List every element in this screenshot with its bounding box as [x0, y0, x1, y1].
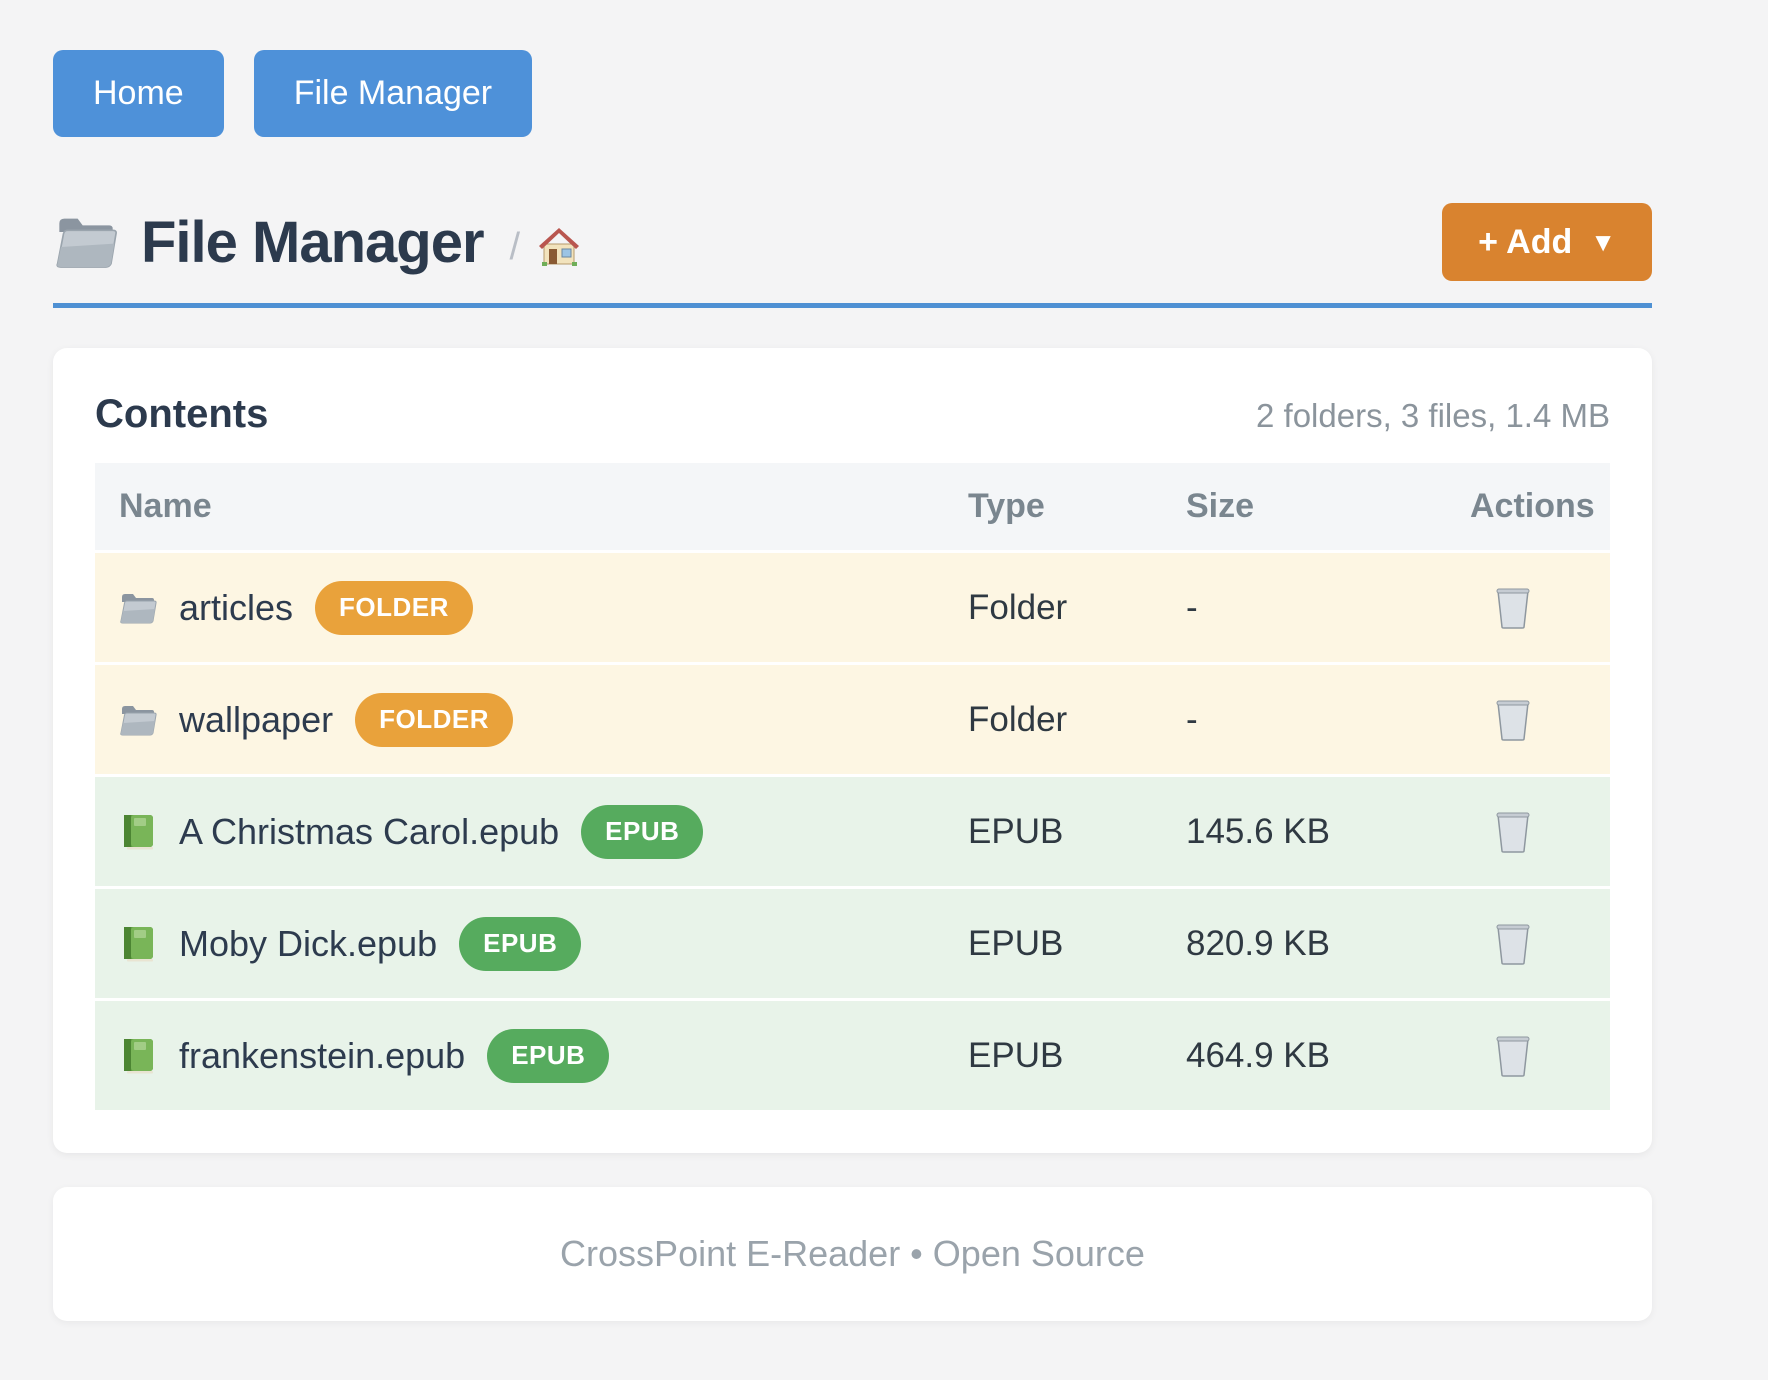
- file-manager-page: Home File Manager File Manager / + Add ▼…: [53, 0, 1652, 1321]
- page-title: File Manager: [141, 209, 485, 275]
- chevron-down-icon: ▼: [1590, 226, 1616, 257]
- file-name-link[interactable]: wallpaper: [179, 698, 334, 740]
- column-header-type: Type: [968, 487, 1045, 525]
- table-row: Moby Dick.epub EPUB EPUB 820.9 KB: [95, 889, 1610, 1001]
- table-row: articles FOLDER Folder -: [95, 553, 1610, 665]
- file-manager-button[interactable]: File Manager: [253, 50, 533, 137]
- delete-button[interactable]: [1494, 586, 1532, 630]
- delete-button[interactable]: [1494, 922, 1532, 966]
- home-button[interactable]: Home: [53, 50, 224, 137]
- book-icon: [119, 926, 157, 962]
- file-name-link[interactable]: articles: [179, 586, 294, 628]
- add-button-label: + Add: [1478, 222, 1573, 261]
- size-value: -: [1186, 587, 1198, 627]
- size-value: 145.6 KB: [1186, 811, 1330, 851]
- contents-summary: 2 folders, 3 files, 1.4 MB: [1256, 397, 1610, 434]
- type-value: Folder: [968, 587, 1068, 627]
- card-title: Contents: [95, 392, 269, 436]
- size-value: -: [1186, 699, 1198, 739]
- type-value: EPUB: [968, 811, 1064, 851]
- table-row: A Christmas Carol.epub EPUB EPUB 145.6 K…: [95, 777, 1610, 889]
- table-row: frankenstein.epub EPUB EPUB 464.9 KB: [95, 1001, 1610, 1113]
- type-badge: EPUB: [487, 1028, 610, 1083]
- column-header-size: Size: [1186, 487, 1255, 525]
- file-table: Name Type Size Actions articles FOLDER F…: [95, 463, 1610, 1113]
- title-underline: [53, 303, 1652, 308]
- delete-button[interactable]: [1494, 698, 1532, 742]
- book-icon: [119, 814, 157, 850]
- type-value: EPUB: [968, 1035, 1064, 1075]
- add-button[interactable]: + Add ▼: [1442, 203, 1652, 281]
- house-icon[interactable]: [536, 216, 582, 268]
- type-badge: EPUB: [581, 804, 704, 859]
- file-name-link[interactable]: Moby Dick.epub: [179, 922, 438, 964]
- folder-icon: [119, 590, 157, 626]
- folder-icon: [119, 702, 157, 738]
- type-value: Folder: [968, 699, 1068, 739]
- column-header-name: Name: [119, 487, 212, 525]
- type-badge: FOLDER: [315, 580, 473, 635]
- file-name-link[interactable]: A Christmas Carol.epub: [179, 810, 560, 852]
- size-value: 464.9 KB: [1186, 1035, 1330, 1075]
- top-nav: Home File Manager: [53, 50, 1652, 137]
- column-header-actions: Actions: [1470, 487, 1595, 525]
- footer: CrossPoint E-Reader • Open Source: [53, 1187, 1652, 1321]
- delete-button[interactable]: [1494, 1034, 1532, 1078]
- table-row: wallpaper FOLDER Folder -: [95, 665, 1610, 777]
- contents-card: Contents 2 folders, 3 files, 1.4 MB Name…: [53, 348, 1652, 1153]
- table-header: Name Type Size Actions: [95, 463, 1610, 553]
- book-icon: [119, 1038, 157, 1074]
- breadcrumb-separator: /: [509, 225, 521, 268]
- folder-icon: [53, 212, 119, 272]
- type-value: EPUB: [968, 923, 1064, 963]
- type-badge: FOLDER: [355, 692, 513, 747]
- table-body: articles FOLDER Folder - wallpaper FOLDE…: [95, 553, 1610, 1113]
- page-header: File Manager / + Add ▼: [53, 203, 1652, 281]
- size-value: 820.9 KB: [1186, 923, 1330, 963]
- footer-text: CrossPoint E-Reader • Open Source: [560, 1233, 1145, 1274]
- delete-button[interactable]: [1494, 810, 1532, 854]
- file-name-link[interactable]: frankenstein.epub: [179, 1034, 466, 1076]
- type-badge: EPUB: [459, 916, 582, 971]
